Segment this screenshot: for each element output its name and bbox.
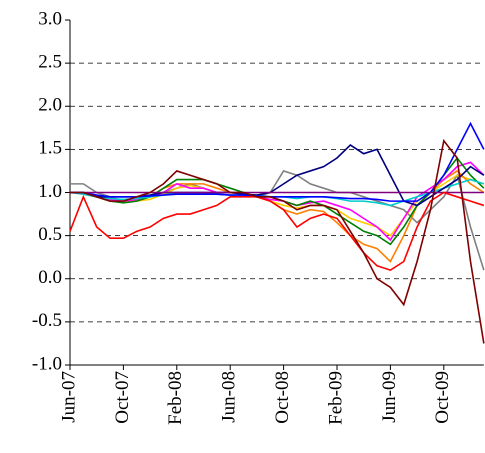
- y-tick-label: 0.5: [38, 224, 62, 245]
- series-line: [70, 169, 485, 271]
- y-tick-label: -0.5: [32, 310, 62, 331]
- x-tick-label: Oct-08: [272, 371, 293, 424]
- y-tick-label: -1.0: [32, 353, 62, 374]
- series-line: [69, 191, 485, 272]
- x-tick-label: Oct-07: [112, 371, 133, 424]
- y-tick-label: 2.0: [38, 95, 62, 116]
- x-tick-label: Jun-07: [58, 371, 79, 423]
- x-tick-label: Feb-09: [325, 371, 346, 425]
- series-line: [70, 138, 485, 344]
- x-tick-label: Oct-09: [432, 371, 453, 424]
- x-tick-label: Feb-08: [165, 371, 186, 425]
- y-tick-label: 1.5: [38, 138, 62, 159]
- series-line: [70, 121, 485, 202]
- y-tick-label: 1.0: [38, 181, 62, 202]
- y-tick-label: 0.0: [38, 267, 62, 288]
- y-tick-label: 3.0: [38, 8, 62, 29]
- y-tick-label: 2.5: [38, 51, 62, 72]
- x-tick-label: Jun-08: [219, 371, 240, 423]
- x-tick-label: Jun-09: [379, 371, 400, 423]
- series-line: [70, 156, 485, 246]
